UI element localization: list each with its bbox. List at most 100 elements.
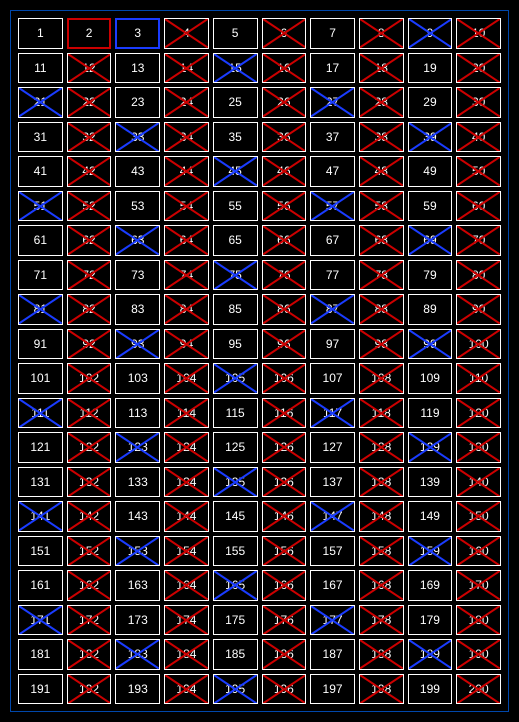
- cell-label: 67: [326, 234, 339, 246]
- cell-57: 57: [310, 191, 355, 222]
- cell-label: 151: [30, 545, 50, 557]
- cell-22: 22: [67, 87, 112, 118]
- cell-69: 69: [408, 225, 453, 256]
- cell-32: 32: [67, 122, 112, 153]
- cell-label: 32: [82, 131, 95, 143]
- cell-117: 117: [310, 398, 355, 429]
- cell-label: 144: [176, 510, 196, 522]
- cell-label: 101: [30, 372, 50, 384]
- cell-label: 181: [30, 648, 50, 660]
- cell-label: 33: [131, 131, 144, 143]
- cell-34: 34: [164, 122, 209, 153]
- cell-169: 169: [408, 570, 453, 601]
- cell-label: 81: [34, 303, 47, 315]
- cell-87: 87: [310, 294, 355, 325]
- cell-label: 148: [371, 510, 391, 522]
- cell-label: 146: [274, 510, 294, 522]
- cell-label: 159: [420, 545, 440, 557]
- cell-label: 190: [469, 648, 489, 660]
- cell-159: 159: [408, 536, 453, 567]
- cell-124: 124: [164, 432, 209, 463]
- cell-label: 24: [180, 96, 193, 108]
- cell-129: 129: [408, 432, 453, 463]
- cell-label: 31: [34, 131, 47, 143]
- cell-label: 200: [469, 683, 489, 695]
- cell-24: 24: [164, 87, 209, 118]
- cell-53: 53: [115, 191, 160, 222]
- cell-label: 199: [420, 683, 440, 695]
- cell-109: 109: [408, 363, 453, 394]
- cell-label: 197: [323, 683, 343, 695]
- cell-181: 181: [18, 639, 63, 670]
- cell-2: 2: [67, 18, 112, 49]
- cell-label: 114: [177, 407, 196, 419]
- cell-19: 19: [408, 53, 453, 84]
- cell-200: 200: [456, 674, 501, 705]
- cell-label: 17: [326, 62, 339, 74]
- cell-label: 8: [378, 27, 385, 39]
- cell-107: 107: [310, 363, 355, 394]
- cell-71: 71: [18, 260, 63, 291]
- cell-label: 173: [128, 614, 148, 626]
- cell-label: 30: [472, 96, 485, 108]
- cell-183: 183: [115, 639, 160, 670]
- cell-12: 12: [67, 53, 112, 84]
- cell-label: 152: [79, 545, 99, 557]
- cell-89: 89: [408, 294, 453, 325]
- cell-85: 85: [213, 294, 258, 325]
- cell-label: 105: [225, 372, 245, 384]
- cell-label: 71: [34, 269, 47, 281]
- cell-label: 179: [420, 614, 440, 626]
- cell-172: 172: [67, 605, 112, 636]
- cell-51: 51: [18, 191, 63, 222]
- cell-label: 139: [420, 476, 440, 488]
- cell-111: 111: [18, 398, 63, 429]
- cell-145: 145: [213, 501, 258, 532]
- cell-26: 26: [262, 87, 307, 118]
- cell-label: 149: [420, 510, 440, 522]
- cell-149: 149: [408, 501, 453, 532]
- cell-label: 49: [423, 165, 436, 177]
- cell-61: 61: [18, 225, 63, 256]
- cell-47: 47: [310, 156, 355, 187]
- cell-label: 68: [375, 234, 388, 246]
- cell-label: 73: [131, 269, 144, 281]
- cell-55: 55: [213, 191, 258, 222]
- cell-label: 39: [423, 131, 436, 143]
- cell-label: 108: [371, 372, 391, 384]
- cell-label: 198: [371, 683, 391, 695]
- cell-79: 79: [408, 260, 453, 291]
- cell-142: 142: [67, 501, 112, 532]
- cell-29: 29: [408, 87, 453, 118]
- cell-label: 15: [228, 62, 241, 74]
- cell-1: 1: [18, 18, 63, 49]
- cell-120: 120: [456, 398, 501, 429]
- cell-31: 31: [18, 122, 63, 153]
- cell-140: 140: [456, 467, 501, 498]
- cell-64: 64: [164, 225, 209, 256]
- cell-label: 50: [472, 165, 485, 177]
- cell-143: 143: [115, 501, 160, 532]
- cell-162: 162: [67, 570, 112, 601]
- cell-label: 57: [326, 200, 339, 212]
- cell-label: 106: [274, 372, 294, 384]
- cell-label: 193: [128, 683, 148, 695]
- cell-label: 9: [427, 27, 434, 39]
- cell-label: 129: [420, 441, 440, 453]
- cell-label: 195: [225, 683, 245, 695]
- cell-82: 82: [67, 294, 112, 325]
- number-grid: 1234567891011121314151617181920212223242…: [18, 18, 501, 704]
- cell-40: 40: [456, 122, 501, 153]
- cell-label: 96: [277, 338, 290, 350]
- cell-label: 29: [423, 96, 436, 108]
- cell-label: 87: [326, 303, 339, 315]
- cell-label: 180: [469, 614, 489, 626]
- cell-5: 5: [213, 18, 258, 49]
- cell-label: 12: [82, 62, 95, 74]
- cell-189: 189: [408, 639, 453, 670]
- cell-110: 110: [456, 363, 501, 394]
- cell-label: 160: [469, 545, 489, 557]
- cell-138: 138: [359, 467, 404, 498]
- cell-121: 121: [18, 432, 63, 463]
- cell-147: 147: [310, 501, 355, 532]
